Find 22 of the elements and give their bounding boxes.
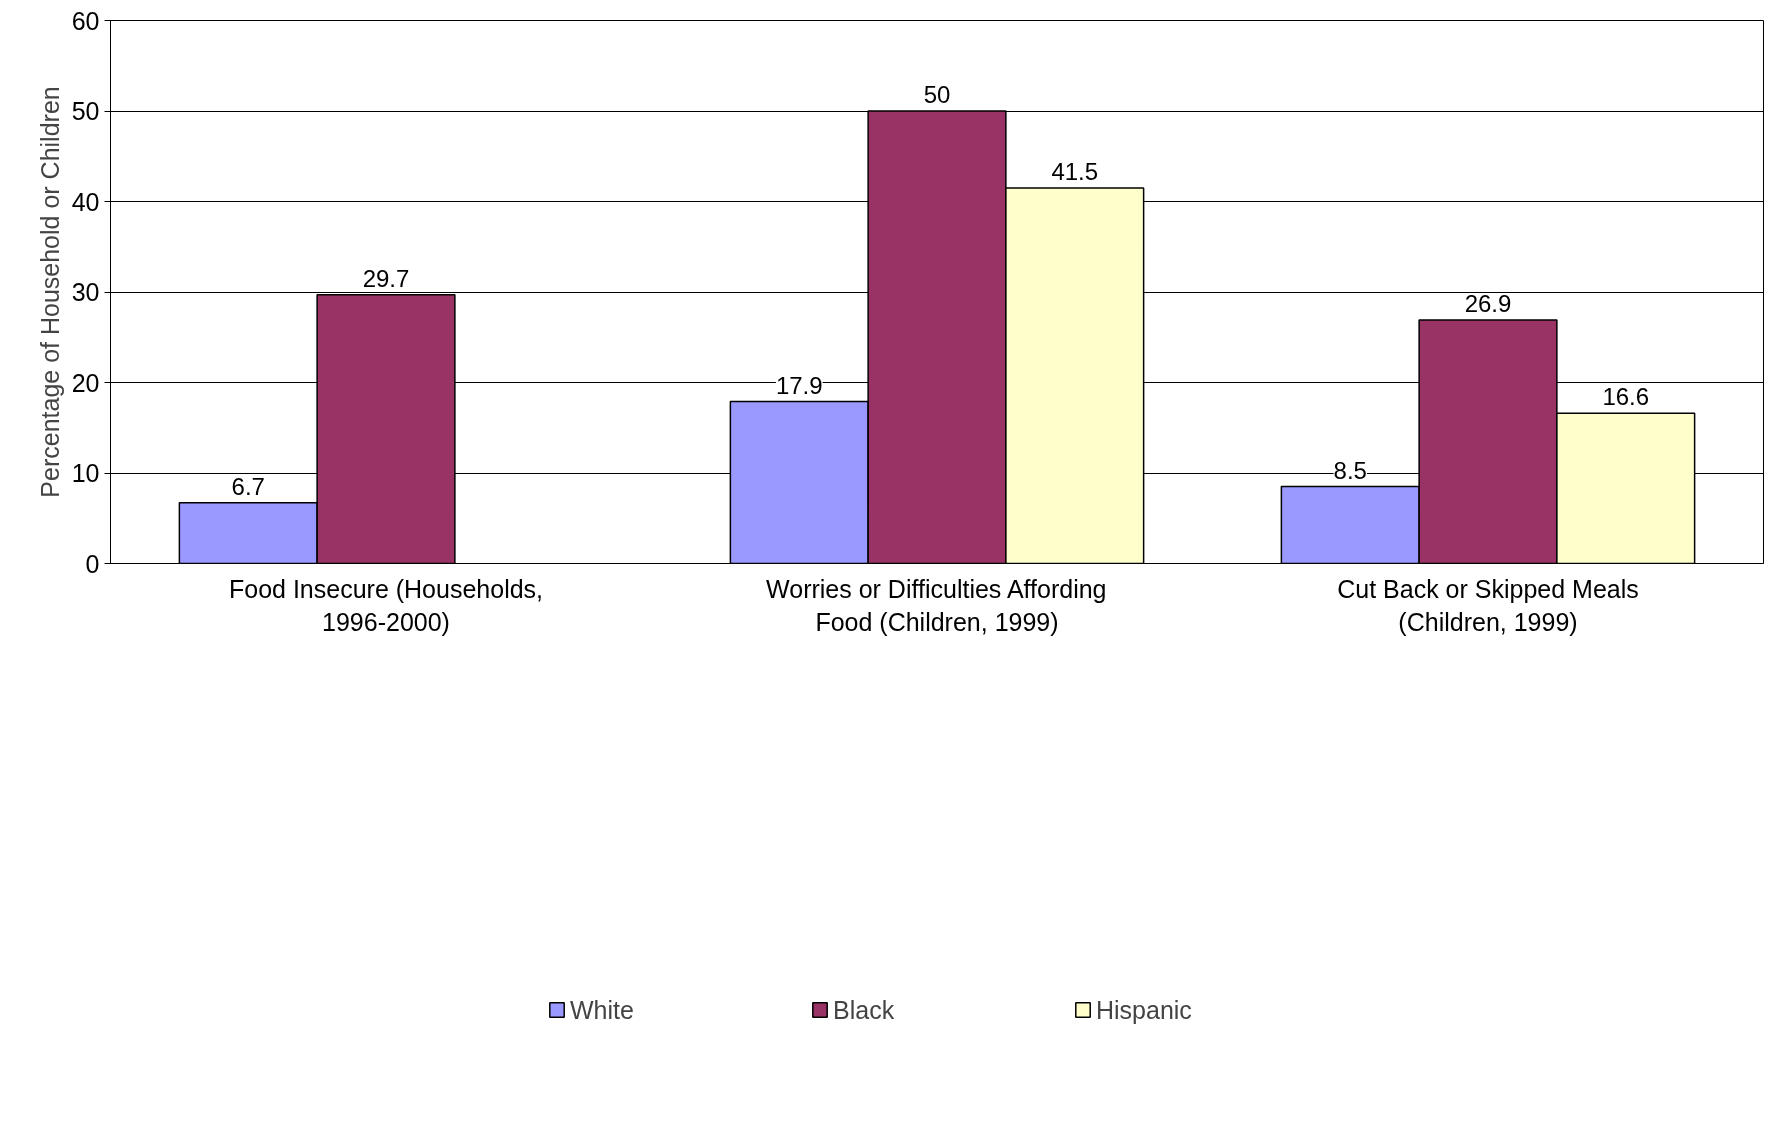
x-tick-label: Food Insecure (Households, 1996-2000) [228, 574, 544, 637]
x-tick-label: Cut Back or Skipped Meals (Children, 1999) [1337, 574, 1639, 637]
x-tick-label: Worries or Difficulties Affording Food (Children, 1999) [766, 574, 1107, 637]
y-tick-label: 10 [71, 459, 100, 487]
data-label: 8.5 [1333, 456, 1367, 484]
y-tick-label: 0 [85, 549, 100, 578]
legend-label: Hispanic [1096, 995, 1193, 1025]
legend-label: White [570, 995, 635, 1025]
data-label: 16.6 [1602, 383, 1650, 411]
y-tick-label: 20 [71, 368, 100, 397]
legend-label: Black [833, 995, 896, 1025]
y-tick-label: 30 [71, 278, 100, 306]
data-label: 17.9 [775, 371, 823, 399]
y-tick-label: 40 [71, 187, 100, 216]
data-label: 41.5 [1051, 157, 1099, 185]
data-label: 50 [923, 81, 951, 108]
y-tick-label: 60 [71, 6, 100, 35]
y-axis-title: Percentage of Household or Children [35, 86, 64, 498]
y-tick-label: 50 [71, 97, 100, 125]
data-label: 6.7 [231, 472, 265, 500]
data-label: 26.9 [1464, 290, 1512, 318]
data-label: 29.7 [362, 264, 410, 292]
